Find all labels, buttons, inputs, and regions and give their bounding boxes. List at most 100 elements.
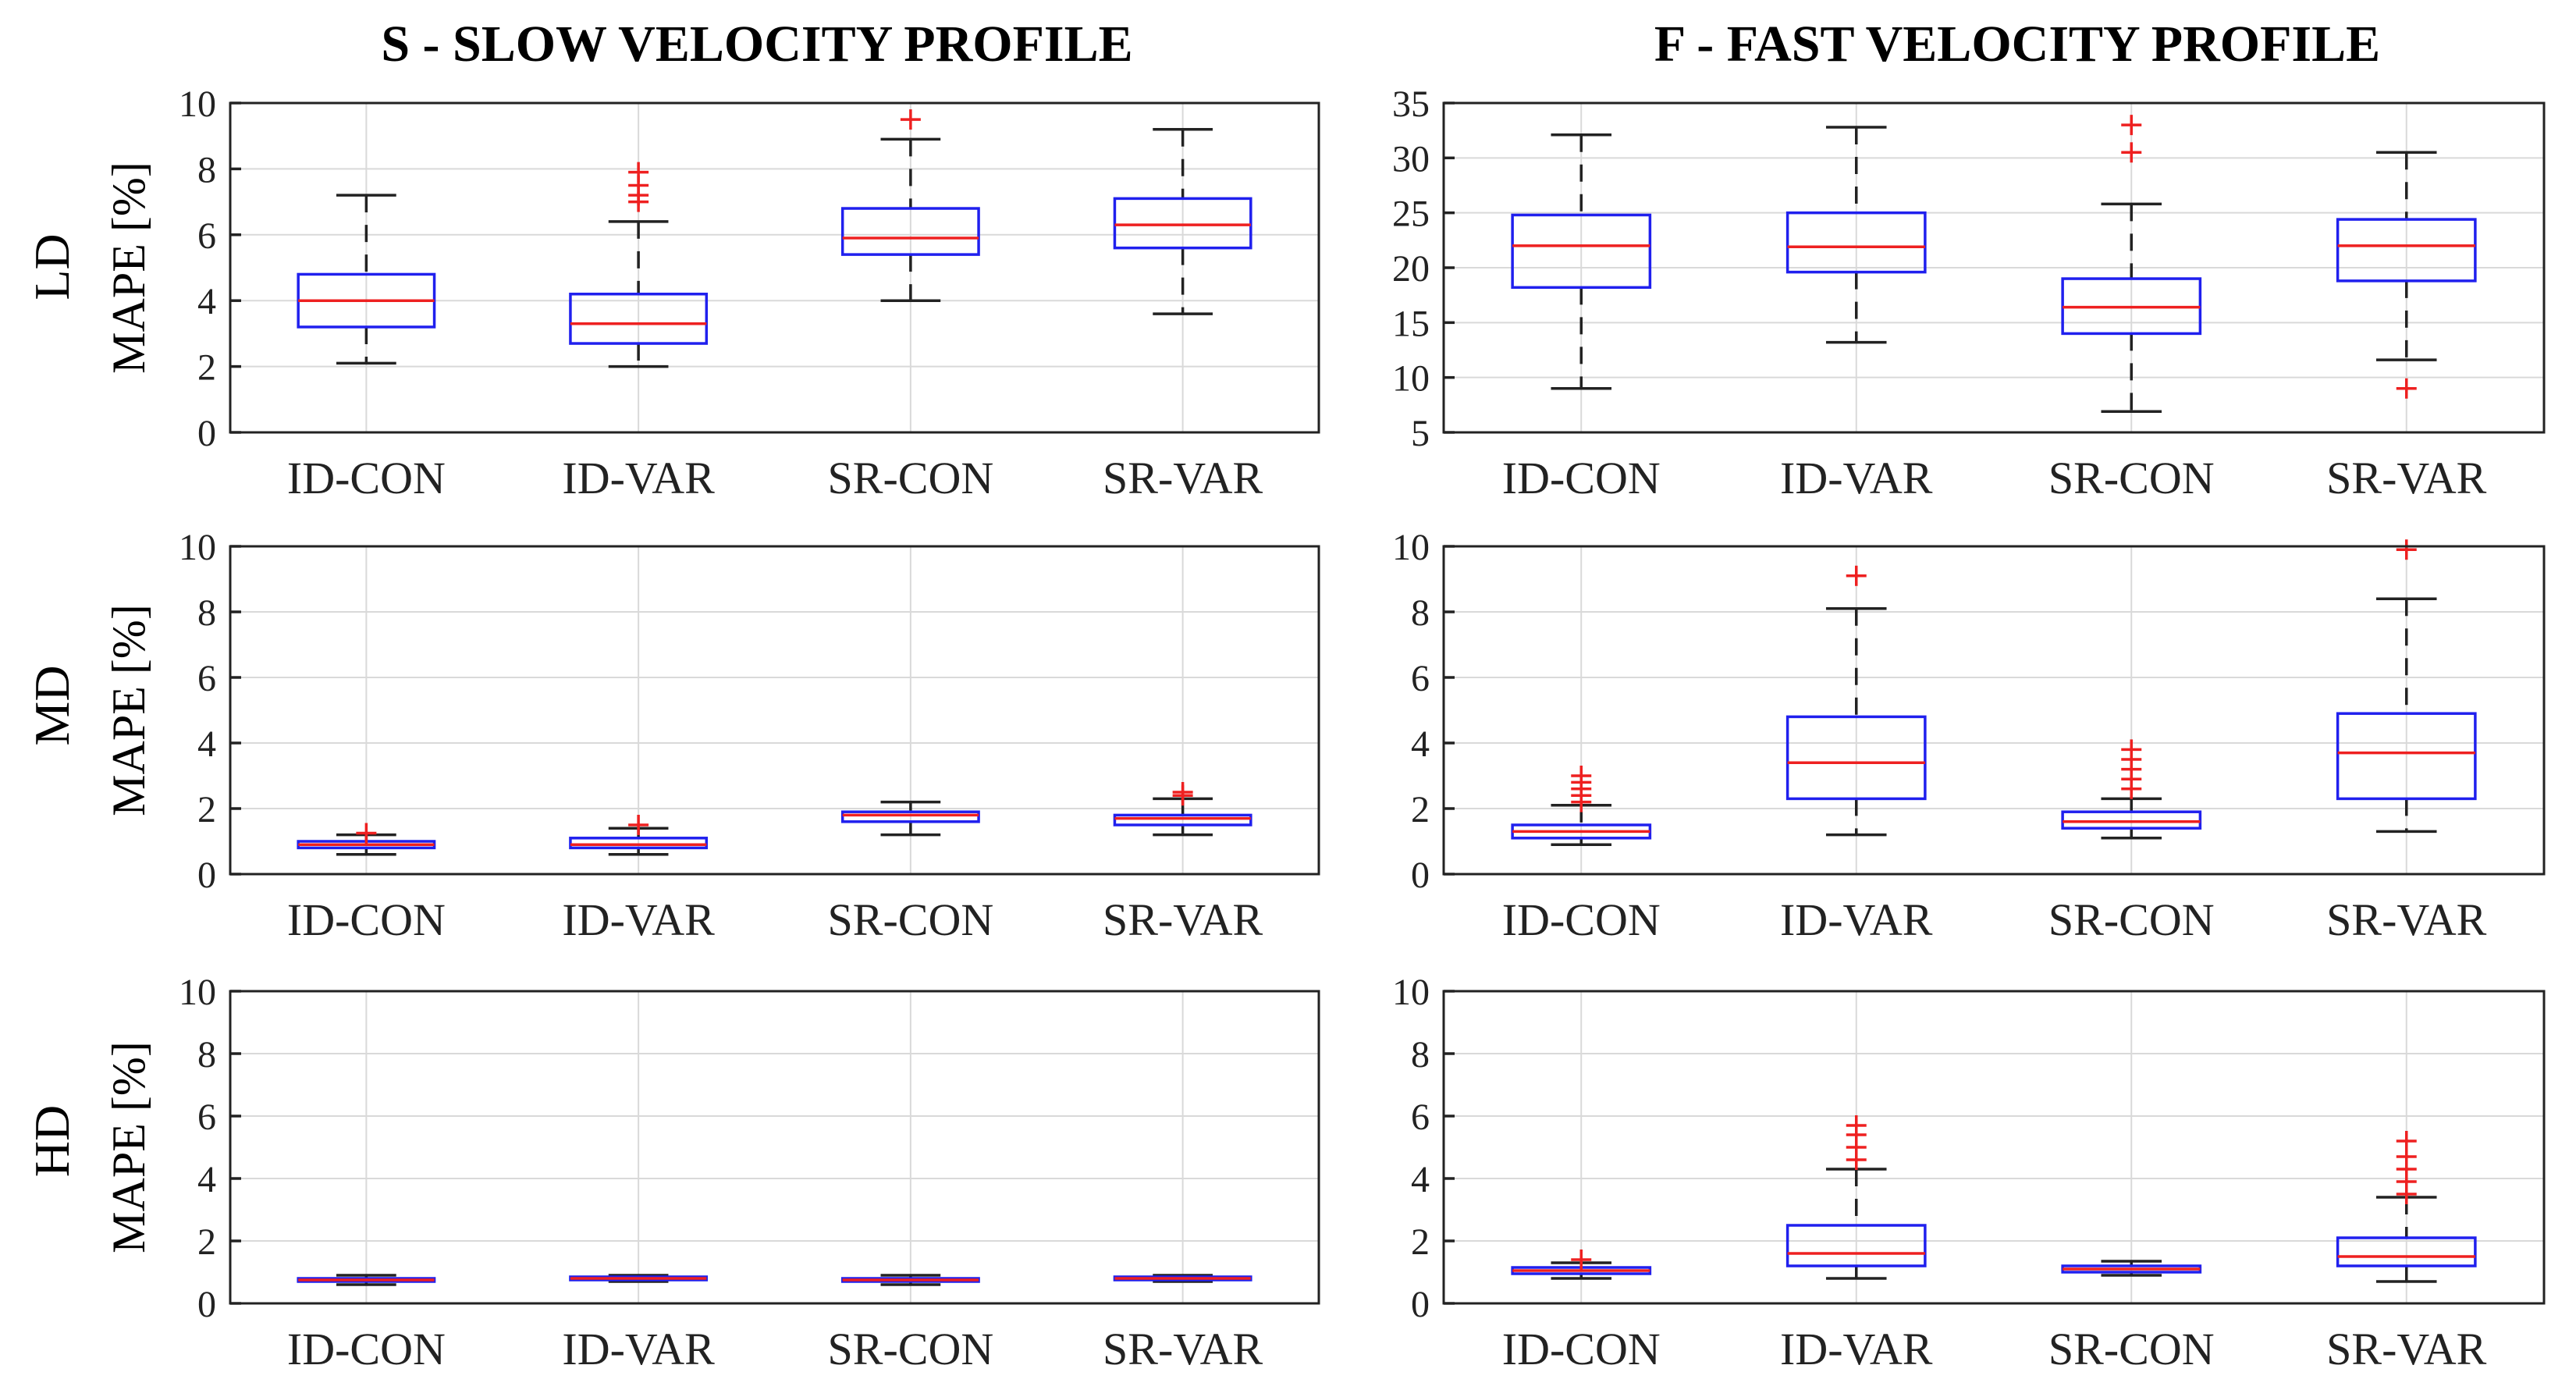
- outlier-marker: [628, 162, 649, 183]
- category-label: SR-CON: [828, 453, 994, 503]
- y-tick-label: 4: [1411, 723, 1430, 765]
- y-tick-label: 2: [197, 789, 216, 830]
- box-id-con: [297, 1274, 436, 1286]
- y-tick-label: 4: [197, 1159, 216, 1200]
- outlier-marker: [1571, 766, 1592, 786]
- column-title-fast: F - FAST VELOCITY PROFILE: [1654, 16, 2380, 73]
- axes-frame: [229, 101, 1320, 434]
- outlier-marker: [2396, 1131, 2417, 1151]
- category-label: SR-CON: [2048, 894, 2215, 945]
- category-label: ID-VAR: [1780, 894, 1933, 945]
- iqr-box: [1113, 197, 1252, 250]
- y-tick-label: 10: [179, 527, 216, 568]
- y-tick-label: 35: [1392, 84, 1430, 125]
- iqr-box: [2336, 712, 2477, 801]
- y-tick-label: 10: [1392, 358, 1430, 400]
- box-id-con: [1511, 133, 1652, 390]
- outlier-marker: [2121, 142, 2142, 163]
- column-title-slow: S - SLOW VELOCITY PROFILE: [381, 16, 1132, 73]
- outlier-marker: [1846, 565, 1867, 586]
- iqr-box: [840, 810, 980, 823]
- box-id-con: [1511, 766, 1652, 846]
- category-label: ID-VAR: [562, 894, 715, 945]
- iqr-box: [2061, 810, 2202, 830]
- y-tick-label: 6: [197, 658, 216, 699]
- box-sr-var: [1113, 782, 1252, 837]
- y-tick-label: 6: [1411, 658, 1430, 699]
- outlier-marker: [2121, 739, 2142, 760]
- chart-panels: 0 2 4 6 8 10 ID-CON ID-VAR SR-CON SR-VAR MAPE [%] 5…: [103, 84, 2546, 1374]
- box-sr-con: [2061, 1260, 2202, 1277]
- category-label: SR-CON: [2048, 1324, 2215, 1374]
- outlier-marker: [2121, 115, 2142, 136]
- category-label: ID-VAR: [562, 453, 715, 503]
- outlier-marker: [2396, 378, 2417, 399]
- y-tick-label: 8: [197, 1034, 216, 1075]
- y-tick-label: 25: [1392, 194, 1430, 235]
- y-tick-label: 0: [197, 855, 216, 896]
- panel-md-slow: 0 2 4 6 8 10 ID-CON ID-VAR SR-CON SR-VAR MAPE [%]: [103, 527, 1320, 945]
- category-label: SR-VAR: [2326, 453, 2487, 503]
- iqr-box: [1785, 1224, 1927, 1267]
- y-tick-label: 2: [1411, 1221, 1430, 1263]
- y-tick-label: 6: [197, 1097, 216, 1138]
- category-label: SR-VAR: [1103, 1324, 1263, 1374]
- y-tick-label: 0: [1411, 1284, 1430, 1325]
- box-id-con: [297, 194, 436, 365]
- outlier-marker: [1571, 1250, 1592, 1270]
- category-label: SR-CON: [828, 1324, 994, 1374]
- axes-frame: [229, 545, 1320, 876]
- y-tick-label: 8: [1411, 1034, 1430, 1075]
- panel-md-fast: 0 2 4 6 8 10 ID-CON ID-VAR SR-CON SR-VAR: [1392, 527, 2546, 945]
- y-tick-label: 0: [197, 413, 216, 454]
- y-tick-label: 8: [1411, 592, 1430, 634]
- category-label: SR-CON: [828, 894, 994, 945]
- axes-frame: [1442, 990, 2546, 1305]
- category-label: SR-CON: [2048, 453, 2215, 503]
- y-axis-label: MAPE [%]: [103, 1041, 155, 1253]
- category-label: ID-CON: [287, 453, 446, 503]
- y-tick-label: 20: [1392, 248, 1430, 290]
- category-label: ID-CON: [1502, 453, 1661, 503]
- panel-ld-slow: 0 2 4 6 8 10 ID-CON ID-VAR SR-CON SR-VAR MAPE [%]: [103, 84, 1320, 503]
- outlier-marker: [2396, 539, 2417, 560]
- y-tick-label: 5: [1411, 413, 1430, 454]
- outlier-marker: [628, 815, 649, 835]
- box-id-var: [569, 162, 709, 368]
- box-id-var: [569, 1274, 709, 1283]
- box-sr-con: [2061, 115, 2202, 414]
- box-sr-con: [840, 800, 980, 837]
- y-axis-label: MAPE [%]: [103, 162, 155, 374]
- box-sr-var: [2336, 539, 2477, 834]
- y-tick-label: 6: [197, 215, 216, 257]
- box-sr-var: [2336, 151, 2477, 399]
- iqr-box: [1785, 211, 1927, 274]
- iqr-box: [2336, 1236, 2477, 1267]
- panel-ld-fast: 5 10 15 20 25 30 35 ID-CON ID-VAR SR-CON SR-VAR: [1392, 84, 2546, 503]
- y-tick-label: 8: [197, 592, 216, 634]
- iqr-box: [1785, 715, 1927, 801]
- y-axis-label: MAPE [%]: [103, 604, 155, 816]
- y-tick-label: 6: [1411, 1097, 1430, 1138]
- category-label: SR-VAR: [2326, 1324, 2487, 1374]
- box-sr-con: [840, 1274, 980, 1286]
- box-sr-var: [1113, 1274, 1252, 1283]
- y-tick-label: 4: [197, 281, 216, 322]
- category-label: SR-VAR: [1103, 453, 1263, 503]
- iqr-box: [569, 293, 709, 345]
- box-id-var: [1785, 1115, 1927, 1280]
- box-id-var: [1785, 126, 1927, 344]
- y-tick-label: 10: [179, 84, 216, 125]
- box-sr-con: [2061, 739, 2202, 840]
- panel-hd-fast: 0 2 4 6 8 10 ID-CON ID-VAR SR-CON SR-VAR: [1392, 972, 2546, 1374]
- box-id-var: [1785, 565, 1927, 837]
- y-tick-label: 4: [1411, 1159, 1430, 1200]
- axes-frame: [1442, 545, 2546, 876]
- category-label: SR-VAR: [1103, 894, 1263, 945]
- outlier-marker: [356, 823, 377, 844]
- y-tick-label: 10: [1392, 972, 1430, 1013]
- y-tick-label: 4: [197, 723, 216, 765]
- y-tick-label: 30: [1392, 138, 1430, 180]
- row-label-md: MD: [24, 665, 80, 745]
